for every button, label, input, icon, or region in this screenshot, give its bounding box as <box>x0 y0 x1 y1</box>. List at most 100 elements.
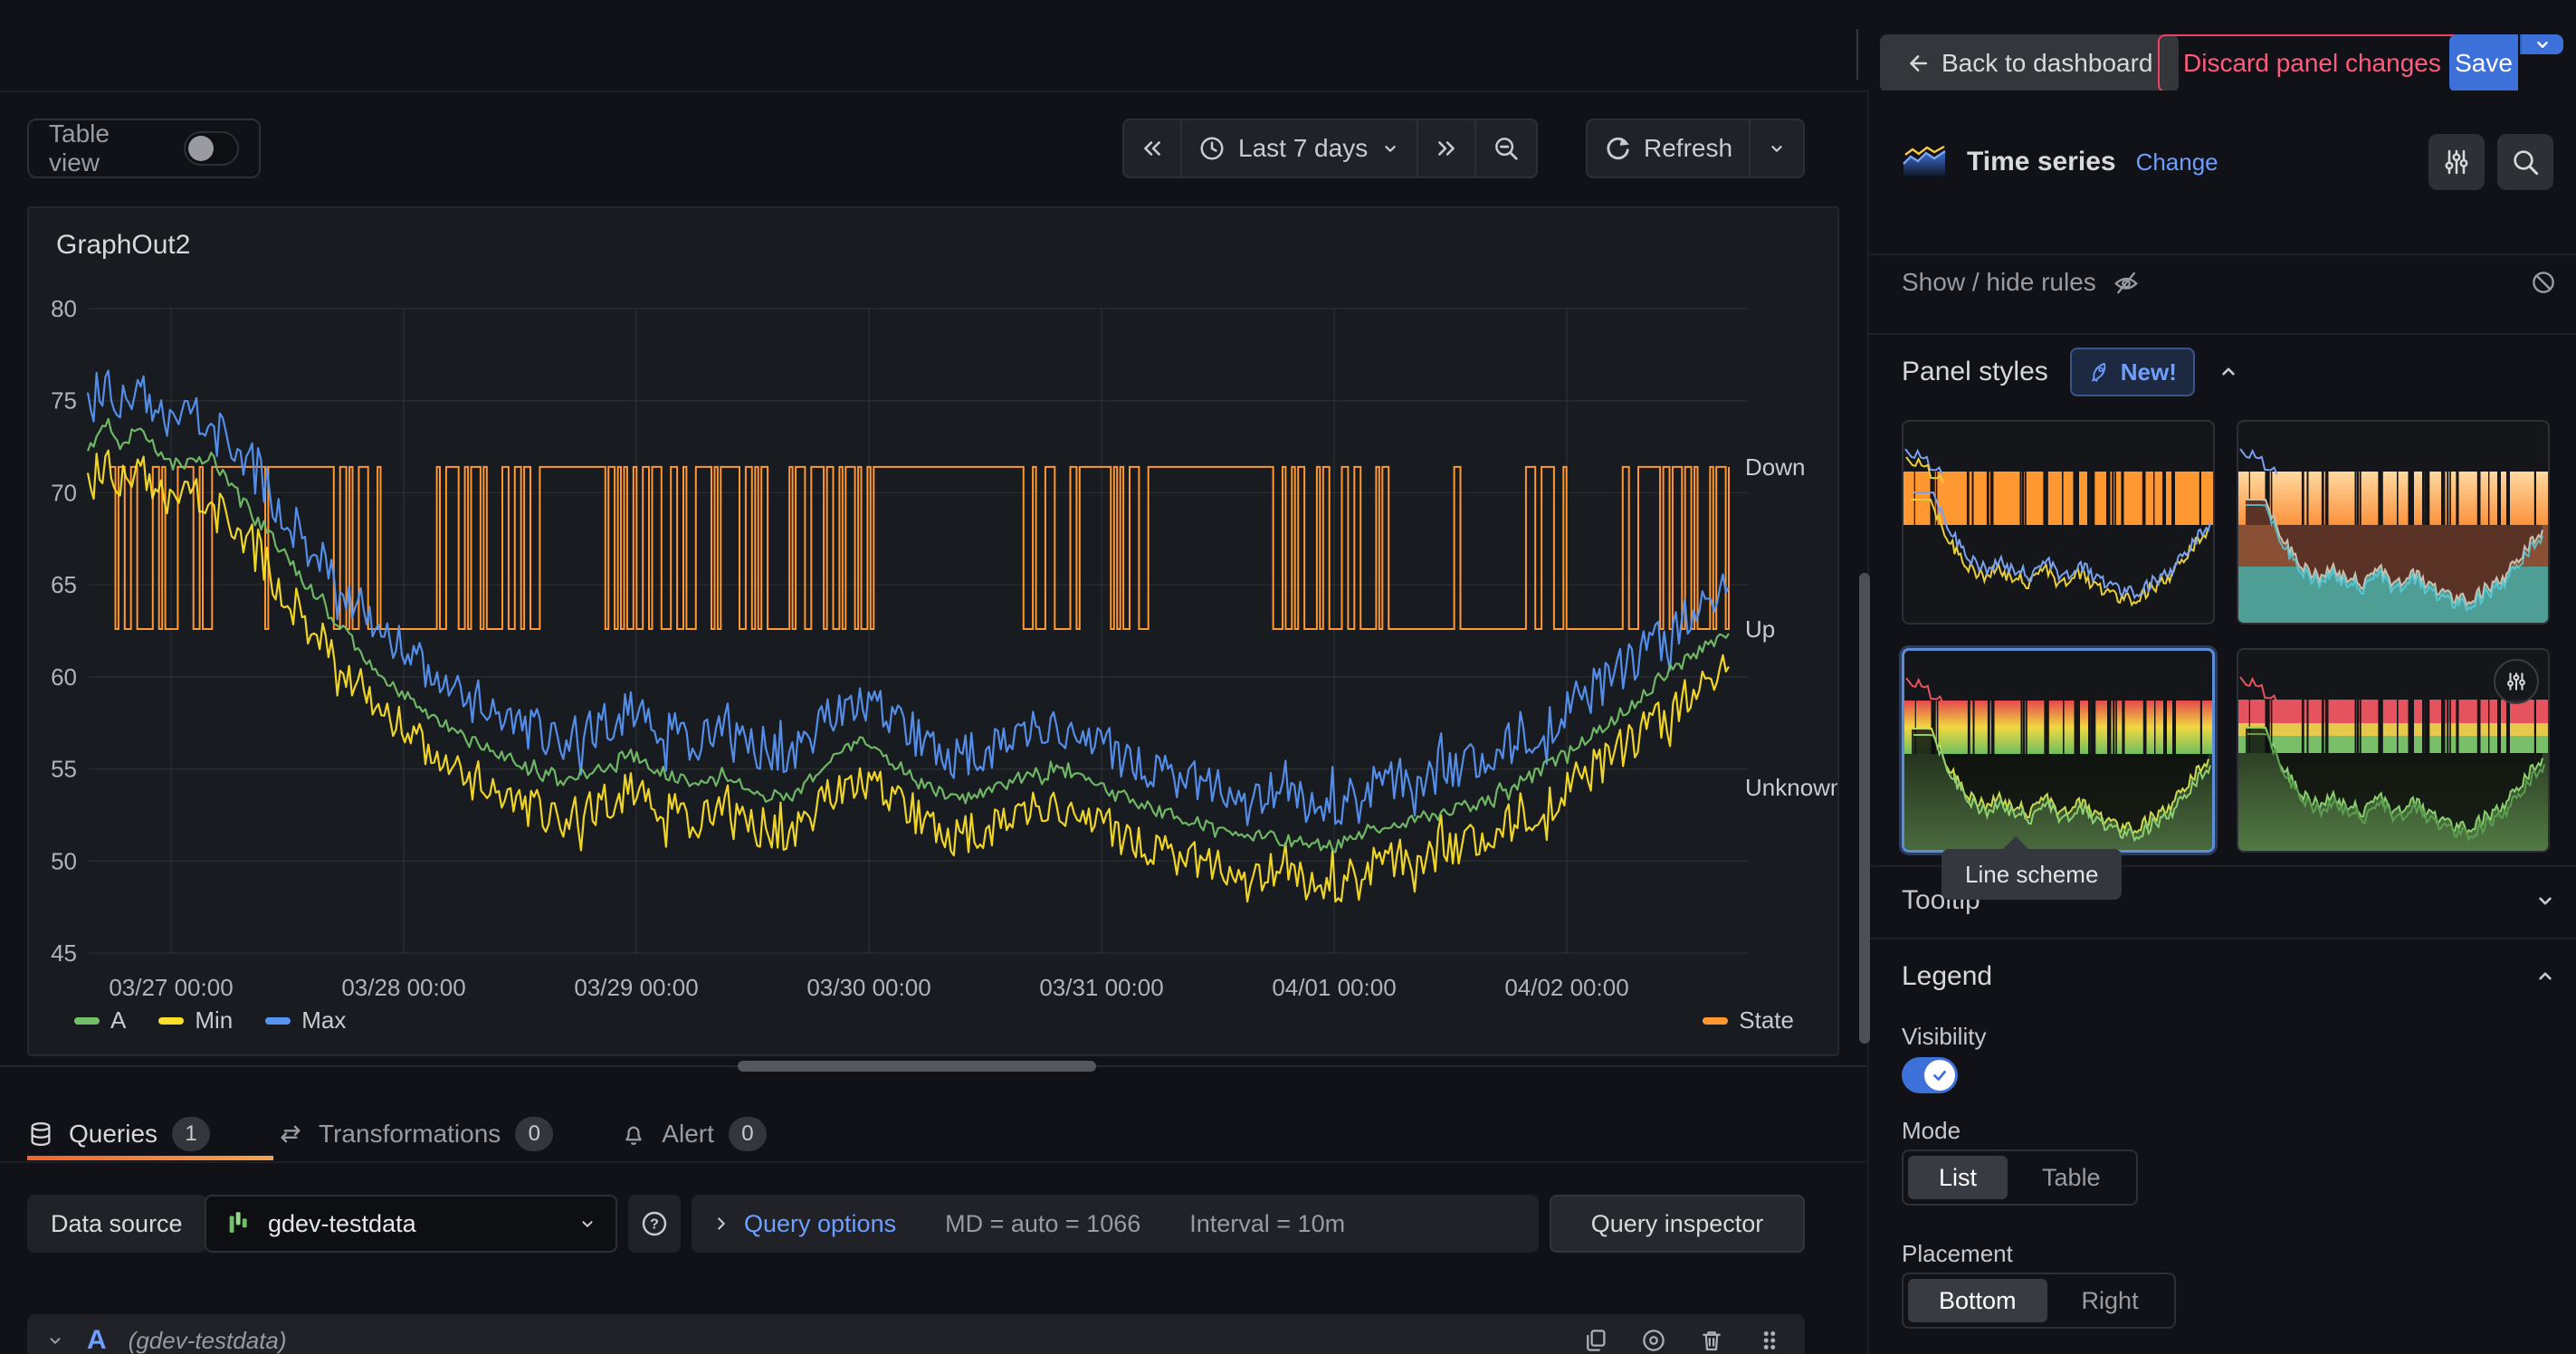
panel-style-option-3-selected[interactable] <box>1902 648 2215 853</box>
graph-panel: GraphOut2 45 50 55 60 65 70 75 80 03/27 00:00 03/… <box>27 206 1839 1056</box>
show-hide-rules-row[interactable]: Show / hide rules <box>1902 268 2557 297</box>
legend-item-min[interactable]: Min <box>158 1006 233 1035</box>
placement-option-bottom[interactable]: Bottom <box>1908 1279 2047 1322</box>
editor-tabs: Queries 1 Transformations 0 Alert 0 <box>27 1106 767 1162</box>
toggle-query-visibility-icon[interactable] <box>1640 1327 1667 1354</box>
tab-label: Transformations <box>319 1120 501 1148</box>
datasource-help-button[interactable]: ? <box>628 1195 681 1253</box>
time-shift-forward-button[interactable] <box>1418 120 1477 176</box>
panel-style-option-1[interactable] <box>1902 420 2215 625</box>
placement-option-right[interactable]: Right <box>2081 1286 2139 1314</box>
legend-item-a[interactable]: A <box>74 1006 126 1035</box>
tab-transformations[interactable]: Transformations 0 <box>277 1117 554 1151</box>
tab-label: Queries <box>69 1120 158 1148</box>
chevron-down-icon <box>1771 146 1782 152</box>
visualization-name: Time series <box>1967 147 2116 176</box>
svg-text:Up: Up <box>1745 615 1775 643</box>
testdata-datasource-icon <box>229 1212 247 1233</box>
mode-option-list[interactable]: List <box>1908 1156 2008 1199</box>
svg-text:Down: Down <box>1745 453 1805 481</box>
svg-text:75: 75 <box>51 387 77 415</box>
line-scheme-tooltip: Line scheme <box>1942 849 2123 900</box>
help-icon: ? <box>642 1211 667 1236</box>
discard-panel-changes-button[interactable]: Discard panel changes <box>2158 34 2466 92</box>
legend-visibility-switch[interactable] <box>1902 1057 1958 1093</box>
eye-off-icon <box>2113 272 2138 294</box>
query-options-label: Query options <box>744 1209 897 1237</box>
svg-text:Unknown: Unknown <box>1745 774 1837 801</box>
time-series-viz-icon <box>1903 146 1946 176</box>
sidebar-divider <box>1869 938 2576 939</box>
chevron-down-icon <box>2537 41 2548 48</box>
time-range-label: Last 7 days <box>1238 134 1369 162</box>
tab-alert[interactable]: Alert 0 <box>620 1117 767 1151</box>
ban-icon[interactable] <box>2530 269 2557 296</box>
search-options-button[interactable] <box>2497 134 2553 190</box>
save-label: Save <box>2455 49 2513 77</box>
sidebar-scrollbar-thumb[interactable] <box>1859 573 1870 1044</box>
tab-queries[interactable]: Queries 1 <box>27 1117 211 1151</box>
clock-icon <box>1200 137 1224 160</box>
tab-count-badge: 0 <box>728 1117 767 1151</box>
datasource-picker[interactable]: gdev-testdata <box>205 1195 617 1253</box>
delete-query-icon[interactable] <box>1698 1327 1725 1354</box>
search-icon <box>2514 150 2539 176</box>
max-data-points-value: MD = auto = 1066 <box>945 1209 1141 1237</box>
chevron-up-icon <box>2222 367 2235 376</box>
switch-knob <box>187 136 214 161</box>
zoom-out-time-button[interactable] <box>1476 120 1536 176</box>
refresh-interval-caret-button[interactable] <box>1751 120 1803 176</box>
style-options-badge[interactable] <box>2494 659 2539 704</box>
legend-item-state[interactable]: State <box>1703 1006 1794 1035</box>
interval-value: Interval = 10m <box>1189 1209 1346 1237</box>
svg-text:03/28 00:00: 03/28 00:00 <box>341 974 465 1001</box>
query-row-a[interactable]: A (gdev-testdata) <box>27 1314 1805 1354</box>
table-view-label: Table view <box>49 119 110 176</box>
rocket-icon <box>2091 362 2105 382</box>
panel-style-option-4[interactable] <box>2237 648 2550 853</box>
panel-style-option-2[interactable] <box>2237 420 2550 625</box>
duplicate-query-icon[interactable] <box>1582 1327 1609 1354</box>
panel-styles-title: Panel styles <box>1902 357 2048 386</box>
drag-handle-icon[interactable] <box>1756 1327 1783 1354</box>
double-chevron-left-icon <box>1144 141 1160 156</box>
sliders-icon <box>2507 672 2525 691</box>
sliders-icon <box>2445 149 2468 175</box>
show-hide-rules-label: Show / hide rules <box>1902 268 2096 296</box>
time-range-picker-button[interactable]: Last 7 days <box>1182 120 1419 176</box>
legend-section-header[interactable]: Legend <box>1902 961 2557 992</box>
new-feature-badge: New! <box>2069 348 2195 396</box>
table-view-switch[interactable] <box>183 131 239 166</box>
legend-item-max[interactable]: Max <box>265 1006 346 1035</box>
time-series-chart[interactable]: 45 50 55 60 65 70 75 80 03/27 00:00 03/28 00:00 03… <box>29 208 1837 1054</box>
back-to-dashboard-button[interactable]: Back to dashboard <box>1880 34 2179 92</box>
active-tab-indicator <box>27 1156 273 1160</box>
query-options-bar[interactable]: Query options MD = auto = 1066 Interval … <box>692 1195 1539 1253</box>
table-view-toggle-group[interactable]: Table view <box>27 119 261 178</box>
change-visualization-link[interactable]: Change <box>2135 148 2218 176</box>
refresh-label: Refresh <box>1644 134 1733 162</box>
svg-text:80: 80 <box>51 295 77 322</box>
mode-option-table[interactable]: Table <box>2042 1163 2101 1191</box>
query-inspector-label: Query inspector <box>1590 1209 1764 1237</box>
visualization-picker-row: Time series Change <box>1902 134 2553 190</box>
zoom-out-icon <box>1495 138 1518 160</box>
pane-splitter-handle[interactable] <box>738 1061 1096 1072</box>
legend-placement-radio-group: Bottom Right <box>1902 1273 2176 1329</box>
legend-mode-radio-group: List Table <box>1902 1149 2138 1206</box>
sidebar-divider <box>1869 865 2576 867</box>
svg-text:70: 70 <box>51 479 77 506</box>
save-options-caret-button[interactable] <box>2520 34 2563 54</box>
refresh-button[interactable]: Refresh <box>1588 120 1751 176</box>
collapse-chevron-icon[interactable] <box>45 1330 65 1350</box>
panel-options-button[interactable] <box>2428 134 2485 190</box>
time-shift-back-button[interactable] <box>1124 120 1182 176</box>
save-button[interactable]: Save <box>2449 34 2518 92</box>
svg-text:04/01 00:00: 04/01 00:00 <box>1272 974 1396 1001</box>
panel-styles-section-header[interactable]: Panel styles New! <box>1902 348 2557 396</box>
chart-legend: A Min Max <box>74 1006 346 1035</box>
sidebar-divider <box>1869 333 2576 335</box>
query-inspector-button[interactable]: Query inspector <box>1550 1195 1805 1253</box>
query-row-actions <box>1582 1327 1783 1354</box>
datasource-label-text: Data source <box>51 1209 183 1237</box>
